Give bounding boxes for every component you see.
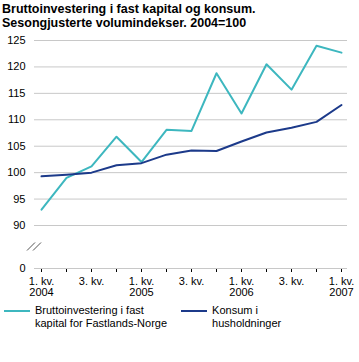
svg-text:0: 0: [19, 262, 25, 274]
svg-text:125: 125: [7, 34, 25, 46]
svg-text:3. kv.: 3. kv.: [279, 275, 304, 287]
svg-text:100: 100: [7, 166, 25, 178]
svg-text:1. kv.2004: 1. kv.2004: [29, 275, 54, 298]
svg-text:120: 120: [7, 60, 25, 72]
svg-text:115: 115: [8, 87, 26, 99]
html-text:Bruttoinvestering i fast kapit: Bruttoinvestering i fast kapital og kons…: [2, 2, 256, 16]
svg-text:1. kv.2006: 1. kv.2006: [229, 275, 254, 298]
svg-text:105: 105: [7, 140, 25, 152]
svg-text:1. kv.2007: 1. kv.2007: [329, 275, 354, 298]
svg-text:3. kv.: 3. kv.: [79, 275, 104, 287]
svg-text:90: 90: [13, 219, 25, 231]
svg-text:3. kv.: 3. kv.: [179, 275, 204, 287]
svg-text:110: 110: [8, 113, 26, 125]
html-text:Konsum i husholdninger: Konsum i husholdninger: [212, 304, 282, 329]
html-text:Bruttoinvestering i fast kapit: Bruttoinvestering i fast kapital for Fas…: [35, 304, 168, 329]
html-text:Sesongjusterte volumindekser.: Sesongjusterte volumindekser. 2004=100: [2, 16, 247, 30]
svg-text:1. kv.2005: 1. kv.2005: [129, 275, 154, 298]
svg-text:95: 95: [13, 193, 25, 205]
